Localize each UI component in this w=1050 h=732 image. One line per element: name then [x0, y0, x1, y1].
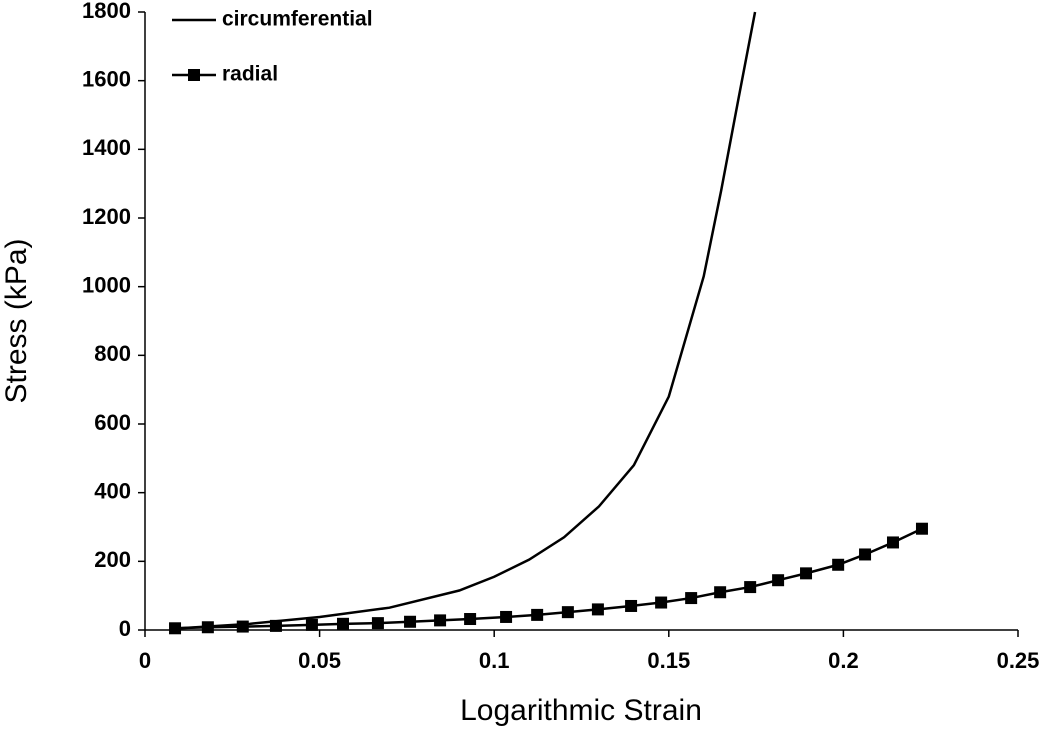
y-tick-label: 1400 — [82, 135, 131, 160]
x-tick-label: 0.25 — [997, 648, 1040, 673]
marker — [336, 617, 349, 630]
y-tick-label: 0 — [119, 616, 131, 641]
x-tick-label: 0.05 — [298, 648, 341, 673]
y-tick-label: 600 — [94, 410, 131, 435]
y-tick-label: 800 — [94, 341, 131, 366]
marker — [500, 610, 513, 623]
marker — [371, 617, 384, 630]
x-tick-label: 0.2 — [828, 648, 859, 673]
marker — [859, 548, 872, 561]
y-axis-label: Stress (kPa) — [0, 238, 33, 403]
marker — [434, 614, 447, 627]
marker — [832, 558, 845, 571]
marker — [561, 606, 574, 619]
x-tick-label: 0.15 — [647, 648, 690, 673]
marker — [305, 618, 318, 631]
y-tick-label: 1000 — [82, 272, 131, 297]
marker — [464, 613, 477, 626]
marker — [531, 608, 544, 621]
marker — [236, 620, 249, 633]
y-tick-label: 400 — [94, 478, 131, 503]
series-line — [179, 11, 757, 630]
marker — [655, 596, 668, 609]
marker — [772, 574, 785, 587]
marker — [269, 619, 282, 632]
marker — [201, 621, 214, 634]
x-tick-label: 0.1 — [479, 648, 510, 673]
legend-label: circumferential — [222, 8, 373, 31]
marker — [685, 592, 698, 605]
y-tick-label: 1800 — [82, 0, 131, 23]
x-tick-label: 0 — [139, 648, 151, 673]
y-tick-label: 200 — [94, 547, 131, 572]
legend-label: radial — [222, 63, 278, 86]
marker — [714, 586, 727, 599]
y-tick-label: 1200 — [82, 204, 131, 229]
marker — [591, 603, 604, 616]
marker — [744, 581, 757, 594]
marker — [800, 567, 813, 580]
marker — [915, 522, 928, 535]
y-tick-label: 1600 — [82, 66, 131, 91]
marker — [886, 536, 899, 549]
legend-marker — [188, 69, 200, 81]
marker — [625, 599, 638, 612]
x-axis-label: Logarithmic Strain — [460, 694, 702, 727]
marker — [169, 622, 182, 635]
marker — [404, 615, 417, 628]
